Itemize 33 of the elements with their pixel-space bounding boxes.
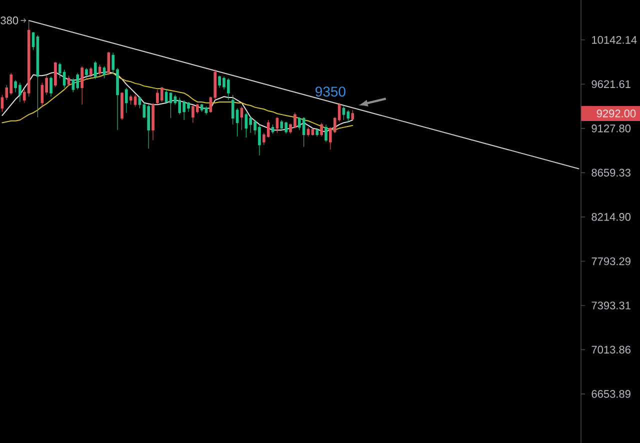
candlestick [129,94,132,105]
candlestick [351,110,354,120]
candlestick [50,76,52,97]
candlestick [90,66,92,79]
text: 9292.00 [596,110,636,118]
candlestick [244,112,248,138]
y-tick-label: 9621.61 [592,80,630,88]
candlestick [80,66,84,105]
annotation: 380 [0,16,18,24]
y-tick-label: 7393.31 [592,302,630,310]
candlestick [98,64,102,76]
candlestick [152,102,154,141]
y-tick-label: 7793.29 [592,257,630,266]
candlestick [85,68,88,79]
candlestick [120,92,124,120]
y-tick-label: 9127.80 [592,124,631,132]
candlestick [280,120,284,130]
candlestick [346,110,350,122]
candlestick [124,88,128,114]
y-tick-label: 8214.90 [592,213,631,221]
candlestick [107,51,110,76]
candlestick [94,60,97,80]
y-tick-label: 7013.86 [592,346,630,354]
candlestick [316,128,319,137]
candlestick [54,62,57,88]
y-tick-label: 6653.89 [592,390,630,398]
candlestick [320,122,323,137]
candlestick [160,86,164,102]
y-tick-label: 8659.33 [592,168,630,177]
candlestick [311,128,314,136]
y-tick-label: 10142.14 [592,36,637,44]
candlestick [324,124,328,142]
annotation: 9350 [316,86,346,97]
